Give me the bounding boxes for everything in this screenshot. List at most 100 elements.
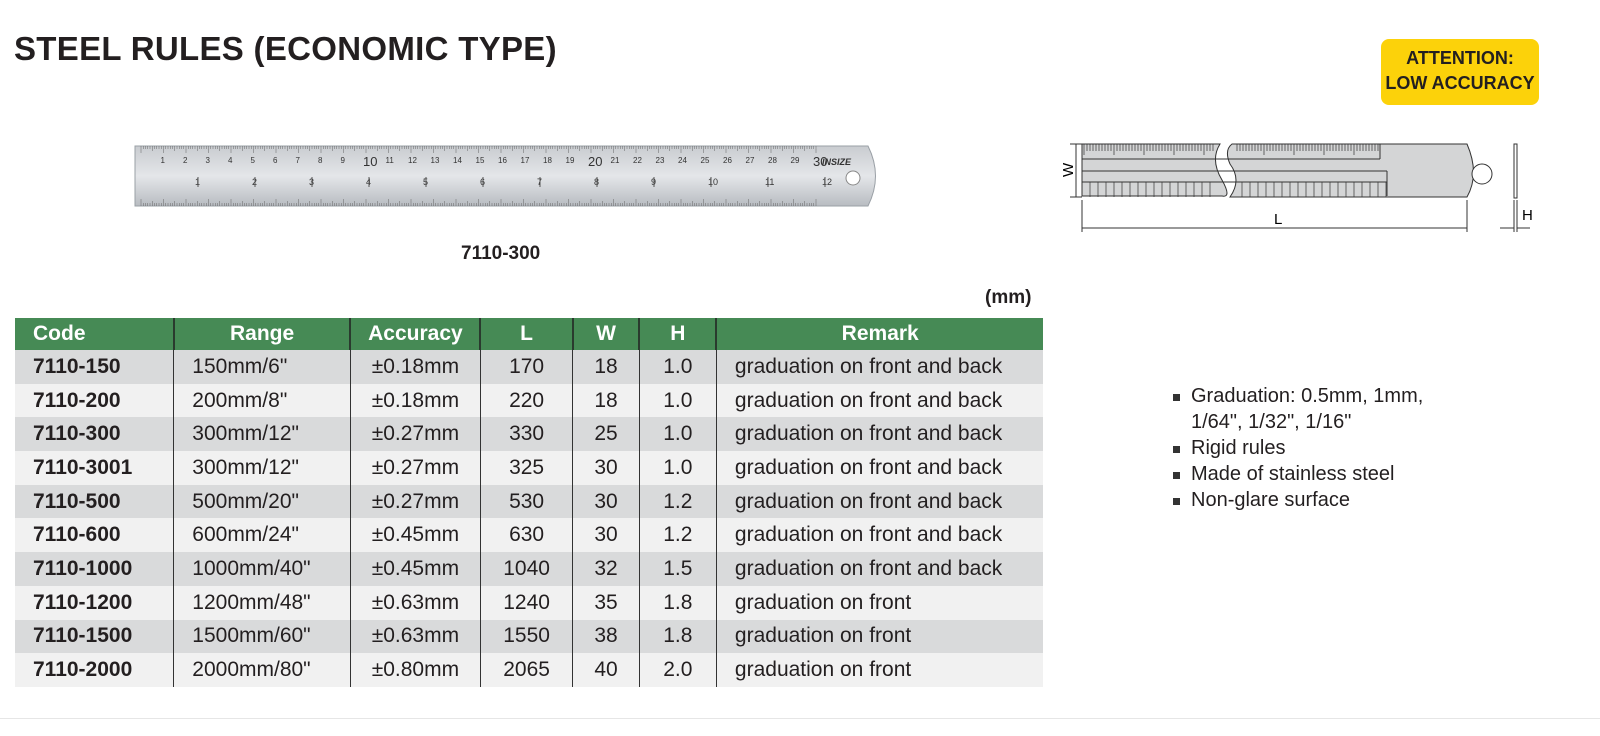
ruler-number: 21	[611, 156, 620, 165]
page-title: STEEL RULES (ECONOMIC TYPE)	[14, 30, 557, 67]
attention-badge: ATTENTION: LOW ACCURACY	[1381, 39, 1539, 105]
table-cell: ±0.45mm	[349, 518, 481, 553]
ruler-number: 28	[768, 156, 777, 165]
table-cell: 630	[479, 518, 573, 553]
ruler-number: 24	[678, 156, 687, 165]
ruler-number: 2	[183, 156, 188, 165]
table-cell: 7110-300	[15, 417, 174, 452]
table-cell: graduation on front and back	[715, 350, 1043, 384]
ruler-number: 7	[296, 156, 301, 165]
table-cell: ±0.63mm	[349, 585, 481, 620]
ruler-number: 29	[791, 156, 800, 165]
feature-item: 1/64", 1/32", 1/16"	[1191, 411, 1352, 433]
table-cell: 7110-1500	[15, 619, 174, 654]
table-cell: ±0.27mm	[349, 417, 481, 452]
table-cell: 7110-1200	[15, 585, 174, 620]
table-cell: 500mm/20"	[173, 484, 351, 519]
table-cell: graduation on front and back	[715, 417, 1043, 452]
table-cell: graduation on front and back	[715, 451, 1043, 485]
table-cell: graduation on front	[715, 619, 1043, 654]
table-cell: 530	[479, 484, 573, 519]
feature-item: Rigid rules	[1170, 435, 1423, 461]
spec-table: Code Range Accuracy L W H Remark 7110-150 150mm…	[15, 318, 1043, 687]
ruler-number: 6	[273, 156, 278, 165]
table-row: 7110-1500 1500mm/60" ±0.63mm 1550 38 1.8 gradu…	[15, 619, 1043, 654]
table-cell: 1.8	[638, 619, 717, 654]
table-cell: ±0.80mm	[349, 653, 481, 687]
table-cell: 2065	[479, 653, 573, 687]
w-label: W	[1060, 162, 1077, 177]
table-row: 7110-3001 300mm/12" ±0.27mm 325 30 1.0 graduat…	[15, 451, 1043, 485]
table-cell: 1.2	[638, 518, 717, 553]
column-header: Remark	[715, 318, 1043, 350]
table-cell: 330	[479, 417, 573, 452]
ruler-inch-number: 11	[765, 177, 774, 187]
table-cell: 150mm/6"	[173, 350, 351, 384]
table-cell: 300mm/12"	[173, 417, 351, 452]
table-cell: 7110-2000	[15, 653, 174, 687]
table-cell: 7110-1000	[15, 552, 174, 586]
table-row: 7110-600 600mm/24" ±0.45mm 630 30 1.2 graduati…	[15, 518, 1043, 553]
badge-line2: LOW ACCURACY	[1385, 73, 1535, 93]
ruler-number: 23	[656, 156, 665, 165]
table-cell: 2.0	[638, 653, 717, 687]
column-header: Accuracy	[349, 318, 481, 350]
ruler-number: 30	[813, 154, 827, 169]
table-cell: 1.0	[638, 451, 717, 485]
l-label: L	[1274, 211, 1282, 228]
table-cell: graduation on front and back	[715, 383, 1043, 418]
ruler-number: 3	[206, 156, 211, 165]
brand-logo: INSIZE	[822, 157, 852, 167]
table-cell: 1200mm/48"	[173, 585, 351, 620]
table-cell: 1.0	[638, 417, 717, 452]
ruler-number: 4	[228, 156, 233, 165]
badge-line1: ATTENTION:	[1406, 48, 1514, 68]
table-cell: 1.2	[638, 484, 717, 519]
table-row: 7110-1000 1000mm/40" ±0.45mm 1040 32 1.5 gradu…	[15, 552, 1043, 586]
feature-item: Graduation: 0.5mm, 1mm,	[1170, 383, 1423, 409]
ruler-number: 15	[476, 156, 485, 165]
table-cell: 1040	[479, 552, 573, 586]
table-cell: 600mm/24"	[173, 518, 351, 553]
table-cell: 1.0	[638, 350, 717, 384]
table-cell: 40	[572, 653, 640, 687]
table-cell: 1.8	[638, 585, 717, 620]
table-row: 7110-200 200mm/8" ±0.18mm 220 18 1.0 graduatio…	[15, 383, 1043, 418]
ruler-number: 5	[251, 156, 256, 165]
table-cell: ±0.27mm	[349, 484, 481, 519]
feature-item: Made of stainless steel	[1170, 461, 1423, 487]
table-cell: 2000mm/80"	[173, 653, 351, 687]
feature-item: Non-glare surface	[1170, 487, 1423, 513]
table-cell: 32	[572, 552, 640, 586]
table-cell: 30	[572, 451, 640, 485]
table-cell: 220	[479, 383, 573, 418]
table-cell: 7110-600	[15, 518, 174, 553]
table-row: 7110-300 300mm/12" ±0.27mm 330 25 1.0 graduati…	[15, 417, 1043, 452]
column-header: H	[638, 318, 717, 350]
table-cell: 200mm/8"	[173, 383, 351, 418]
table-cell: 35	[572, 585, 640, 620]
table-cell: 7110-500	[15, 484, 174, 519]
table-cell: graduation on front and back	[715, 518, 1043, 553]
table-cell: 7110-150	[15, 350, 174, 384]
table-cell: ±0.27mm	[349, 451, 481, 485]
table-cell: 325	[479, 451, 573, 485]
table-cell: 300mm/12"	[173, 451, 351, 485]
divider	[0, 718, 1600, 719]
table-row: 7110-1200 1200mm/48" ±0.63mm 1240 35 1.8 gradu…	[15, 585, 1043, 620]
table-cell: 1550	[479, 619, 573, 654]
table-cell: ±0.63mm	[349, 619, 481, 654]
table-cell: 25	[572, 417, 640, 452]
column-header: L	[479, 318, 573, 350]
ruler-number: 22	[633, 156, 642, 165]
column-header: Code	[15, 318, 174, 350]
table-cell: 1000mm/40"	[173, 552, 351, 586]
ruler-dimension-drawing: W L H	[1060, 143, 1533, 232]
ruler-number: 27	[746, 156, 755, 165]
table-row: 7110-2000 2000mm/80" ±0.80mm 2065 40 2.0 gradu…	[15, 653, 1043, 687]
ruler-number: 20	[588, 154, 602, 169]
table-cell: 1240	[479, 585, 573, 620]
table-cell: graduation on front	[715, 653, 1043, 687]
table-cell: graduation on front and back	[715, 484, 1043, 519]
ruler-number: 14	[453, 156, 462, 165]
